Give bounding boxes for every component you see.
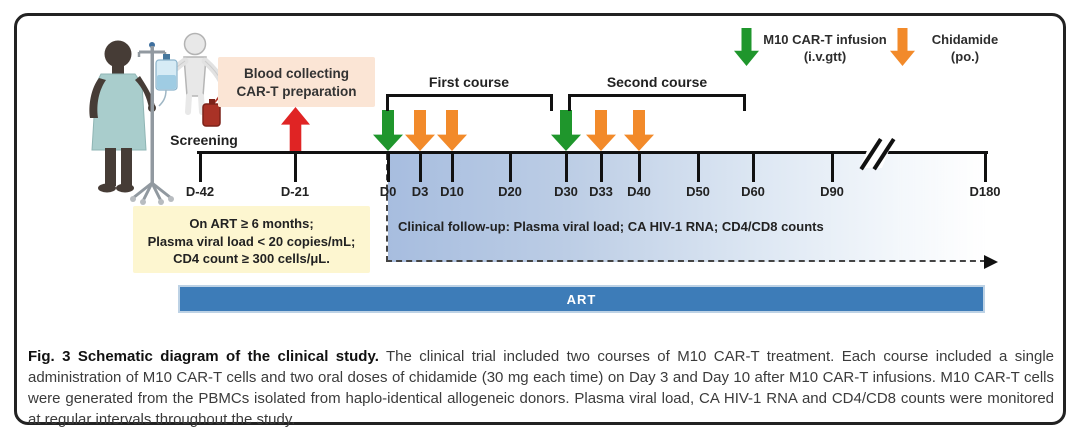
tick-label-d30: D30 [554,184,578,199]
legend-chidamide-route: (po.) [950,49,980,64]
blood-box-line-2: CAR-T preparation [236,84,357,99]
tick-label-d33: D33 [589,184,613,199]
tick-d60 [752,151,755,182]
blood-collecting-box: Blood collecting CAR-T preparation [218,57,375,107]
art-bar: ART [178,285,985,313]
legend-car-t-name: M10 CAR-T infusion [763,32,887,47]
tick-d90 [831,151,834,182]
patient-donor-illustration [89,32,226,205]
figure-caption-title: Fig. 3 Schematic diagram of the clinical… [28,348,379,365]
eligibility-line-3: CD4 count ≥ 300 cells/μL. [173,251,330,266]
legend-chidamide-label: Chidamide (po.) [918,31,1012,65]
second-course-label: Second course [606,74,708,90]
tick-d30 [565,151,568,182]
tick-label-d90: D90 [820,184,844,199]
followup-box [386,154,986,262]
followup-dashed-arrowhead-icon [984,255,998,269]
tick-label-d3: D3 [411,184,429,199]
tick-d3 [419,151,422,182]
tick-label-d-42: D-42 [185,184,215,199]
tick-label-d-21: D-21 [280,184,310,199]
blood-box-line-1: Blood collecting [243,66,349,81]
figure-caption: Fig. 3 Schematic diagram of the clinical… [28,346,1054,430]
blood-bag-icon [202,99,221,127]
tick-label-d180: D180 [969,184,1001,199]
eligibility-line-2: Plasma viral load < 20 copies/mL; [147,233,356,249]
first-course-bracket [386,94,553,111]
tick-d180 [984,151,987,182]
tick-label-d40: D40 [627,184,651,199]
tick-label-d60: D60 [741,184,765,199]
tick-label-d10: D10 [440,184,464,199]
tick-label-d0: D0 [379,184,397,199]
eligibility-line-1: On ART ≥ 6 months; [189,216,314,231]
tick-label-d50: D50 [686,184,710,199]
eligibility-box: On ART ≥ 6 months; Plasma viral load < 2… [133,206,370,273]
tick-label-d20: D20 [498,184,522,199]
tick-d33 [600,151,603,182]
first-course-label: First course [428,74,510,90]
legend-chidamide-name: Chidamide [931,32,999,47]
tick-d10 [451,151,454,182]
patient-figure [89,40,156,193]
tick-d20 [509,151,512,182]
legend-car-t-label: M10 CAR-T infusion (i.v.gtt) [760,31,890,65]
second-course-bracket [568,94,746,111]
tick-d0 [387,151,390,182]
tick-d-21 [294,151,297,182]
iv-drip-bag-icon [155,54,178,107]
tick-d50 [697,151,700,182]
legend-car-t-route: (i.v.gtt) [803,49,847,64]
followup-text: Clinical follow-up: Plasma viral load; C… [398,219,824,234]
tick-d40 [638,151,641,182]
timeline-axis [197,151,988,154]
iv-pole [130,42,174,205]
tick-d-42 [199,151,202,182]
figure-caption-body: The clinical trial included two courses … [28,348,1054,428]
art-bar-label: ART [566,291,597,307]
screening-label: Screening [170,132,238,148]
